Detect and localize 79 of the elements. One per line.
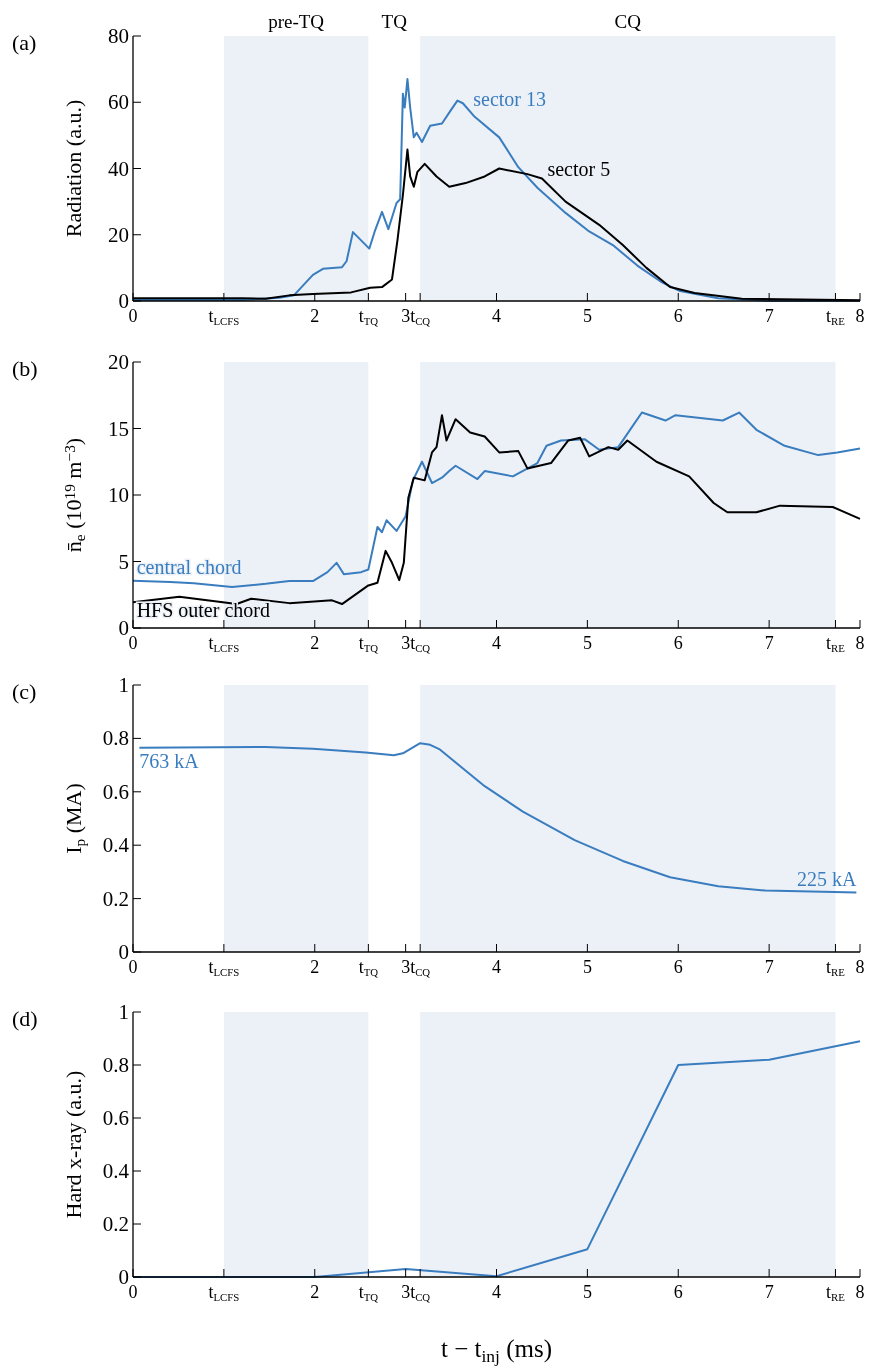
x-tick-label: t$_{LCFS}$ xyxy=(208,306,240,327)
x-tick-label: t$_{CQ}$ xyxy=(410,633,431,654)
y-tick-label: 60 xyxy=(108,90,129,115)
x-tick-label: 3 xyxy=(401,1282,411,1302)
series-label: HFS outer chord xyxy=(136,599,270,621)
x-tick-label: 2 xyxy=(310,306,320,326)
x-tick-label: 2 xyxy=(310,957,320,977)
x-tick-label: t$_{CQ}$ xyxy=(410,1282,431,1303)
text: TQ xyxy=(381,11,408,32)
x-tick-label: t$_{CQ}$ xyxy=(410,306,431,327)
series-label: central chord xyxy=(136,556,242,578)
y-tick-label: 1 xyxy=(118,673,129,697)
x-tick-label: 3 xyxy=(401,633,411,653)
x-tick-label: 6 xyxy=(673,633,683,653)
chart-title: (b) xyxy=(12,356,38,381)
x-tick-label: t$_{RE}$ xyxy=(826,633,846,654)
y-tick-label: 15 xyxy=(108,416,129,441)
y-tick-label: 1 xyxy=(118,1000,129,1024)
x-axis-title: t − t$_{inj}$ (ms) xyxy=(440,1335,553,1366)
y-tick-label: 80 xyxy=(108,24,129,48)
y-tick-label: 0.2 xyxy=(102,886,129,911)
x-tick-label: t$_{TQ}$ xyxy=(358,957,379,978)
x-tick-label: t$_{RE}$ xyxy=(826,1282,846,1303)
x-tick-label: 8 xyxy=(855,306,865,326)
x-tick-label: t$_{RE}$ xyxy=(826,306,846,327)
x-tick-label: 6 xyxy=(673,1282,683,1302)
y-tick-label: 5 xyxy=(118,549,129,574)
x-tick-label: 5 xyxy=(582,957,592,977)
x-tick-label: 4 xyxy=(492,633,501,653)
chart-title: (a) xyxy=(12,30,37,55)
x-tick-label: t$_{CQ}$ xyxy=(410,957,431,978)
y-tick-label: 10 xyxy=(108,483,129,507)
x-tick-label: 8 xyxy=(855,957,865,977)
x-tick-label: 4 xyxy=(492,1282,501,1302)
y-axis-title: Radiation (a.u.) xyxy=(61,99,86,238)
x-tick-label: 5 xyxy=(582,633,592,653)
x-tick-label: t$_{TQ}$ xyxy=(358,1282,379,1303)
y-tick-label: 0.4 xyxy=(102,833,130,858)
band-label: CQ xyxy=(614,11,642,32)
annotation: 763 kA xyxy=(139,750,200,773)
x-tick-label: 5 xyxy=(582,1282,592,1302)
x-tick-label: 3 xyxy=(401,306,411,326)
y-tick-label: 40 xyxy=(108,156,129,181)
y-tick-label: 0.6 xyxy=(102,1106,129,1130)
annotation: 225 kA xyxy=(796,867,857,890)
x-tick-label: 3 xyxy=(401,957,411,977)
x-tick-label: 8 xyxy=(855,633,865,653)
x-tick-label: 7 xyxy=(764,957,774,977)
x-tick-label: t$_{LCFS}$ xyxy=(208,633,240,654)
x-tick-label: 2 xyxy=(310,1282,320,1302)
x-tick-label: 4 xyxy=(492,957,501,977)
x-tick-label: t$_{LCFS}$ xyxy=(208,1282,240,1303)
series-label: sector 13 xyxy=(473,88,546,110)
x-tick-label: 2 xyxy=(310,633,320,653)
x-tick-label: t$_{TQ}$ xyxy=(358,633,379,654)
x-tick-label: 4 xyxy=(492,306,501,326)
line-series xyxy=(138,742,858,894)
x-tick-label: 7 xyxy=(764,633,774,653)
y-tick-label: 0.4 xyxy=(102,1159,130,1183)
x-tick-label: 7 xyxy=(764,306,774,326)
y-tick-label: 0.2 xyxy=(102,1212,129,1236)
y-axis-title: Hard x-ray (a.u.) xyxy=(61,1070,86,1219)
chart-title: (c) xyxy=(12,679,37,704)
x-tick-label: 6 xyxy=(673,957,683,977)
x-tick-label: t$_{RE}$ xyxy=(826,957,846,978)
series-label: sector 5 xyxy=(547,158,611,180)
x-tick-label: t$_{TQ}$ xyxy=(358,306,379,327)
y-tick-label: 0.8 xyxy=(102,1053,129,1077)
y-tick-label: 0.8 xyxy=(102,726,129,751)
chart-title: (d) xyxy=(12,1006,38,1031)
x-tick-label: 6 xyxy=(673,306,683,326)
x-tick-label: t$_{LCFS}$ xyxy=(208,957,240,978)
band-label: pre-TQ xyxy=(268,11,325,32)
x-tick-label: 7 xyxy=(764,1282,774,1302)
y-tick-label: 20 xyxy=(108,350,129,374)
y-tick-label: 20 xyxy=(108,222,129,247)
y-tick-label: 0.6 xyxy=(102,779,129,804)
x-tick-label: 5 xyxy=(582,306,592,326)
x-tick-label: 8 xyxy=(855,1282,865,1302)
